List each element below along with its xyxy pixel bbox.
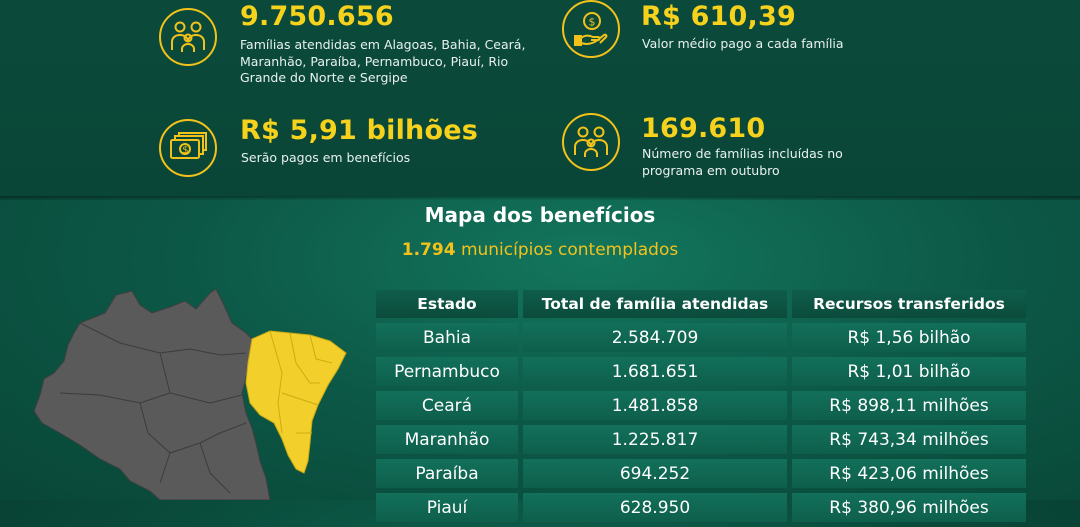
municipalities-count: 1.794 — [401, 240, 456, 260]
cell-families: 1.481.858 — [523, 391, 787, 420]
column-header-resources: Recursos transferidos — [792, 290, 1026, 318]
stat-average-description: Valor médio pago a cada família — [642, 36, 844, 51]
cell-state: Bahia — [376, 323, 518, 352]
stat-total-description: Serão pagos em benefícios — [241, 150, 411, 165]
brazil-map — [33, 288, 347, 500]
cell-resources: R$ 743,34 milhões — [792, 425, 1026, 454]
stat-included-description: Número de famílias incluídas no programa… — [642, 146, 843, 178]
money-hand-icon: $ — [562, 0, 620, 58]
map-section-subtitle: 1.794 municípios contemplados — [0, 240, 1080, 260]
table-row: Pernambuco 1.681.651 R$ 1,01 bilhão — [376, 357, 1026, 386]
map-region-northeast — [245, 330, 347, 474]
table-row: Maranhão 1.225.817 R$ 743,34 milhões — [376, 425, 1026, 454]
cell-families: 694.252 — [523, 459, 787, 488]
cell-families: 1.225.817 — [523, 425, 787, 454]
table-row: Bahia 2.584.709 R$ 1,56 bilhão — [376, 323, 1026, 352]
table-row: Piauí 628.950 R$ 380,96 milhões — [376, 493, 1026, 522]
municipalities-label: municípios contemplados — [455, 240, 679, 260]
stat-families-value: 9.750.656 — [240, 1, 394, 32]
cell-resources: R$ 1,56 bilhão — [792, 323, 1026, 352]
benefits-table: Estado Total de família atendidas Recurs… — [371, 285, 1031, 527]
column-header-families: Total de família atendidas — [523, 290, 787, 318]
cell-state: Piauí — [376, 493, 518, 522]
banknote-stack-icon: $ — [159, 119, 217, 177]
cell-families: 2.584.709 — [523, 323, 787, 352]
cell-resources: R$ 1,01 bilhão — [792, 357, 1026, 386]
cell-state: Maranhão — [376, 425, 518, 454]
cell-state: Paraíba — [376, 459, 518, 488]
cell-state: Pernambuco — [376, 357, 518, 386]
family-icon — [562, 113, 620, 171]
stat-average-value: R$ 610,39 — [641, 1, 796, 32]
cell-families: 628.950 — [523, 493, 787, 522]
cell-state: Ceará — [376, 391, 518, 420]
table-row: Ceará 1.481.858 R$ 898,11 milhões — [376, 391, 1026, 420]
svg-text:$: $ — [182, 145, 188, 156]
svg-text:$: $ — [589, 16, 596, 29]
column-header-state: Estado — [376, 290, 518, 318]
family-icon — [159, 8, 217, 66]
map-section-title: Mapa dos benefícios — [424, 203, 656, 227]
divider — [0, 196, 1080, 200]
table-header-row: Estado Total de família atendidas Recurs… — [376, 290, 1026, 318]
stat-families-description: Famílias atendidas em Alagoas, Bahia, Ce… — [240, 37, 526, 85]
cell-resources: R$ 380,96 milhões — [792, 493, 1026, 522]
cell-resources: R$ 423,06 milhões — [792, 459, 1026, 488]
table-row: Paraíba 694.252 R$ 423,06 milhões — [376, 459, 1026, 488]
map-region-gray — [33, 288, 271, 500]
stat-total-value: R$ 5,91 bilhões — [240, 115, 478, 146]
cell-families: 1.681.651 — [523, 357, 787, 386]
stat-included-value: 169.610 — [641, 113, 766, 144]
cell-resources: R$ 898,11 milhões — [792, 391, 1026, 420]
